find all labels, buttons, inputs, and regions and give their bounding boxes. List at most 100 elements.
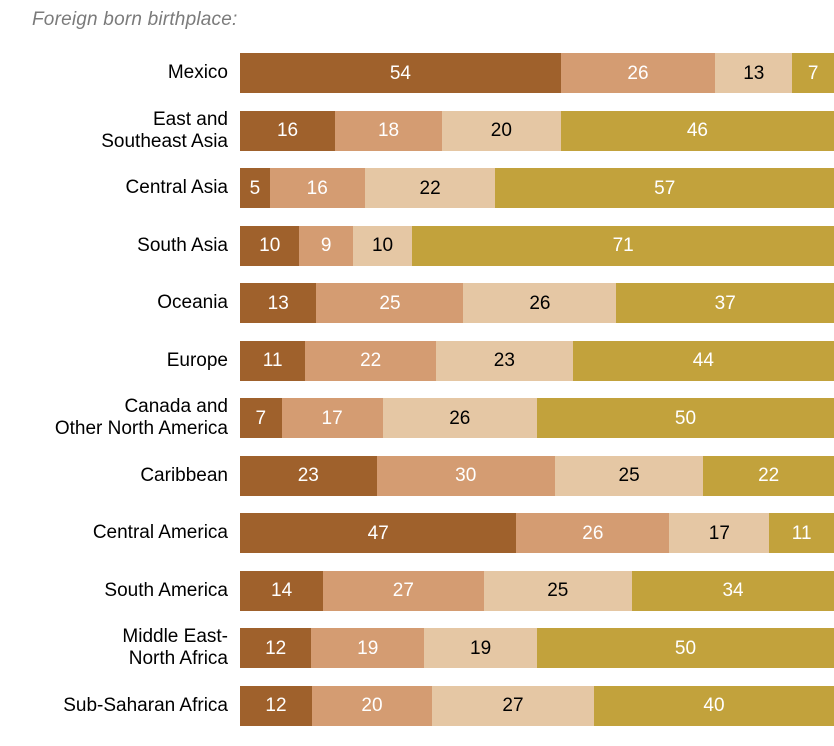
segment-value: 50 <box>674 407 697 429</box>
segment-value: 17 <box>321 407 343 429</box>
segment-value: 46 <box>686 120 708 141</box>
segment-value: 20 <box>361 695 383 716</box>
segment-value: 20 <box>490 120 512 141</box>
bar-segment: 17 <box>281 398 383 438</box>
segment-value: 5 <box>249 177 261 199</box>
bar-segment: 9 <box>299 225 353 266</box>
bar-segment: 22 <box>305 340 437 381</box>
segment-value: 12 <box>265 695 287 716</box>
bar-segment: 13 <box>715 53 793 93</box>
category-label: Sub-Saharan Africa <box>63 694 228 716</box>
bar-segment: 23 <box>240 455 377 496</box>
category-label: Central America <box>92 522 228 544</box>
bar-segment: 16 <box>240 110 336 151</box>
segment-value: 13 <box>743 62 765 84</box>
chart-row: Central America 47 26 17 11 <box>0 513 834 553</box>
bar-segment: 54 <box>240 53 561 93</box>
segment-value: 50 <box>674 637 697 659</box>
chart-row: East and Southeast Asia 16 18 20 46 <box>0 109 834 152</box>
segment-value: 7 <box>255 407 267 429</box>
bar-segment: 13 <box>240 283 317 323</box>
bar-segment: 16 <box>269 168 365 208</box>
chart-title: Foreign born birthplace: <box>32 9 238 30</box>
bar-segment: 19 <box>424 628 537 668</box>
bar-segment: 50 <box>537 398 834 438</box>
segment-value: 11 <box>262 350 283 371</box>
chart-row: Central Asia 5 16 22 57 <box>0 168 834 208</box>
category-label: South Asia <box>137 234 228 256</box>
segment-value: 44 <box>692 350 714 371</box>
stacked-bar: 16 18 20 46 <box>240 110 834 151</box>
segment-value: 25 <box>618 465 640 486</box>
segment-value: 14 <box>271 580 293 601</box>
bar-segment: 27 <box>432 685 594 726</box>
bar-segment: 37 <box>616 283 834 323</box>
bar-segment: 5 <box>240 168 270 208</box>
bar-segment: 47 <box>240 513 517 553</box>
bar-segment: 46 <box>560 110 834 151</box>
bar-segment: 12 <box>240 685 312 726</box>
segment-value: 54 <box>389 62 411 84</box>
segment-value: 25 <box>547 580 569 601</box>
bar-segment: 10 <box>240 225 300 266</box>
stacked-bar: 11 22 23 44 <box>240 340 834 381</box>
stacked-bar: 13 25 26 37 <box>240 283 834 323</box>
segment-value: 22 <box>360 350 382 371</box>
bar-segment: 40 <box>594 685 834 726</box>
segment-value: 19 <box>357 637 379 659</box>
segment-value: 57 <box>654 177 676 199</box>
segment-value: 17 <box>708 522 730 544</box>
bar-segment: 10 <box>352 225 413 266</box>
segment-value: 27 <box>392 580 414 601</box>
bar-segment: 20 <box>312 685 432 726</box>
bar-segment: 26 <box>463 283 617 323</box>
bar-segment: 25 <box>554 455 704 496</box>
bar-segment: 30 <box>376 455 555 496</box>
stacked-bar: 14 27 25 34 <box>240 570 834 611</box>
bar-segment: 11 <box>769 513 834 553</box>
segment-value: 16 <box>276 120 299 141</box>
segment-value: 25 <box>379 292 401 314</box>
segment-value: 30 <box>455 465 477 486</box>
segment-value: 23 <box>493 350 515 371</box>
segment-value: 26 <box>582 522 604 544</box>
segment-value: 22 <box>758 465 780 486</box>
bar-segment: 19 <box>311 628 425 668</box>
segment-value: 23 <box>297 465 319 486</box>
category-label: Mexico <box>167 62 228 84</box>
bar-segment: 12 <box>240 628 312 668</box>
chart-row: Middle East- North Africa 12 19 19 50 <box>0 626 834 669</box>
chart-row: Europe 11 22 23 44 <box>0 340 834 381</box>
chart-row: South America 14 27 25 34 <box>0 570 834 611</box>
bar-segment: 22 <box>703 455 834 496</box>
segment-value: 47 <box>367 522 389 544</box>
segment-value: 26 <box>529 292 551 314</box>
chart-row: South Asia 10 9 10 71 <box>0 225 834 266</box>
segment-value: 34 <box>722 580 744 601</box>
chart-row: Canada and Other North America 7 17 26 50 <box>0 396 834 439</box>
bar-segment: 7 <box>240 398 282 438</box>
bar-segment: 25 <box>483 570 633 611</box>
segment-value: 13 <box>267 292 289 314</box>
bar-segment: 20 <box>441 110 561 151</box>
segment-value: 10 <box>371 235 394 256</box>
bar-segment: 71 <box>412 225 834 266</box>
bar-segment: 44 <box>572 340 834 381</box>
bar-segment: 26 <box>382 398 537 438</box>
bar-segment: 57 <box>495 168 834 208</box>
stacked-bar: 47 26 17 11 <box>240 513 834 553</box>
category-label: Oceania <box>157 292 228 314</box>
stacked-bar: 7 17 26 50 <box>240 398 834 438</box>
bar-segment: 22 <box>364 168 496 208</box>
stacked-bar: 10 9 10 71 <box>240 225 834 266</box>
bar-segment: 17 <box>669 513 770 553</box>
chart-row: Mexico 54 26 13 7 <box>0 53 834 93</box>
segment-value: 19 <box>470 637 492 659</box>
bar-segment: 7 <box>792 53 834 93</box>
category-label: Caribbean <box>140 464 228 486</box>
bar-segment: 50 <box>537 628 834 668</box>
bar-segment: 18 <box>335 110 442 151</box>
bar-segment: 34 <box>632 570 834 611</box>
segment-value: 37 <box>714 292 736 314</box>
